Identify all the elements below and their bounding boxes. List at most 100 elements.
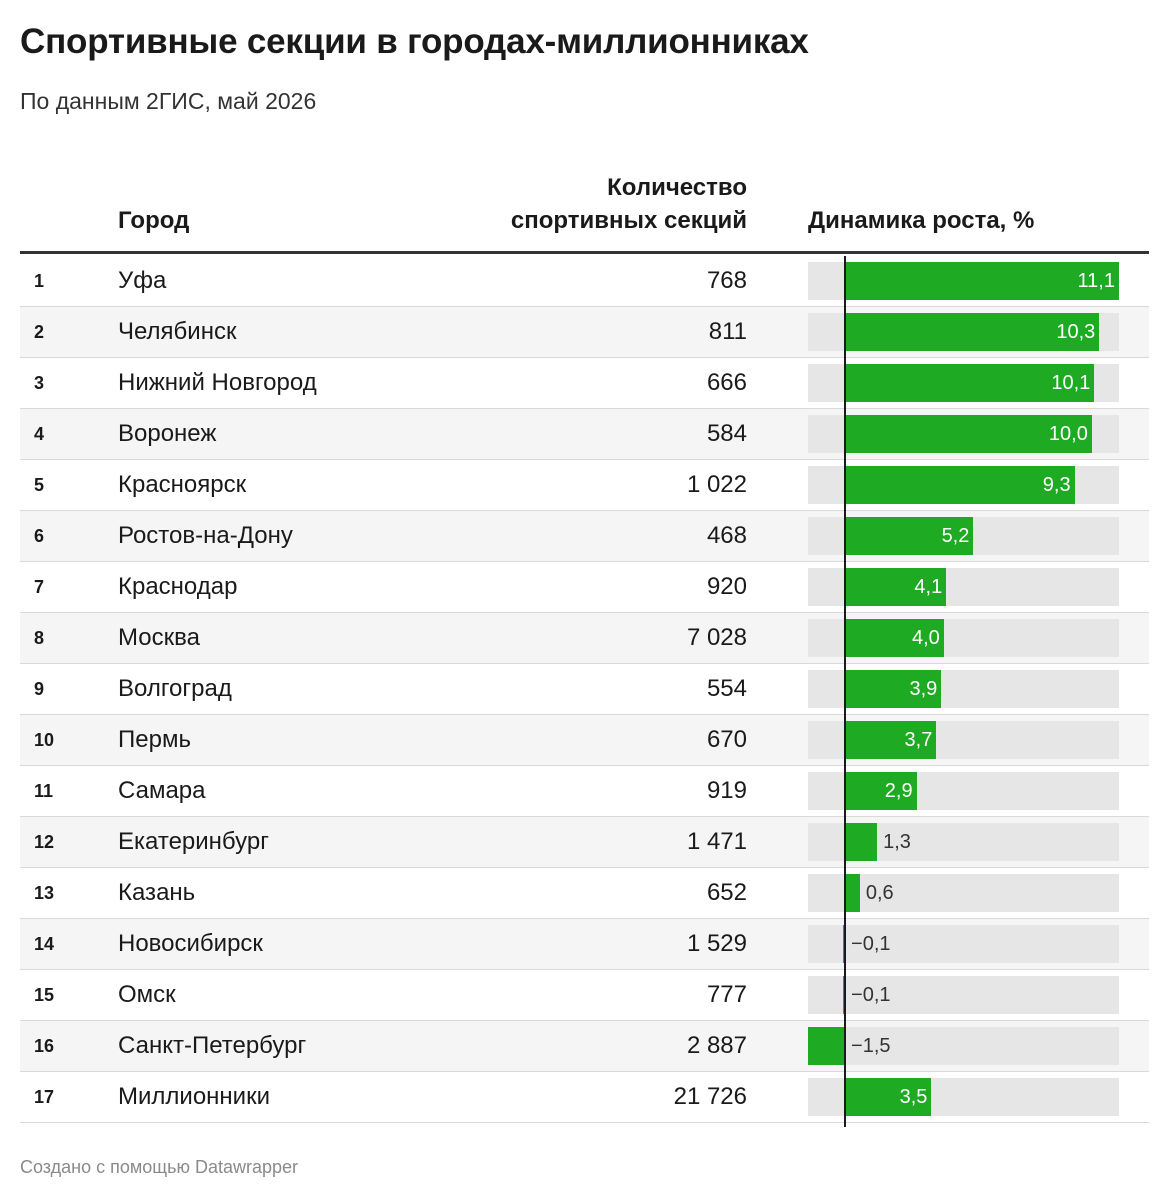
table-row: 4 Воронеж 584 10,0 xyxy=(20,409,1149,460)
growth-value-label: 5,2 xyxy=(941,525,970,547)
row-count: 468 xyxy=(706,522,747,549)
growth-value-label: 4,0 xyxy=(911,627,940,649)
growth-bar-cell: 2,9 xyxy=(808,772,1119,810)
growth-value-label: 3,7 xyxy=(904,729,933,751)
growth-bar xyxy=(845,415,1092,453)
growth-value-label: −0,1 xyxy=(851,933,891,955)
growth-bar-track xyxy=(808,925,1119,963)
growth-bar-track xyxy=(808,874,1119,912)
chart-title: Спортивные секции в городах-миллионниках xyxy=(20,22,809,61)
table-row: 12 Екатеринбург 1 471 1,3 xyxy=(20,817,1149,868)
growth-bar xyxy=(845,313,1100,351)
growth-value-label: −1,5 xyxy=(851,1035,891,1057)
growth-value-label: 3,9 xyxy=(909,678,938,700)
growth-bar-cell: 10,0 xyxy=(808,415,1119,453)
growth-bar-cell: −0,1 xyxy=(808,925,1119,963)
growth-bar-cell: −1,5 xyxy=(808,1027,1119,1065)
growth-bar-cell: 3,9 xyxy=(808,670,1119,708)
row-rank: 11 xyxy=(34,781,54,801)
table-body: 1 Уфа 768 11,1 2 Челябинск 811 10,3 3 Нижний Новг… xyxy=(20,256,1149,1127)
table-row: 10 Пермь 670 3,7 xyxy=(20,715,1149,766)
row-rank: 4 xyxy=(34,424,45,444)
column-header-growth[interactable]: Динамика роста, % xyxy=(808,207,1035,234)
row-count: 811 xyxy=(708,318,747,345)
row-rank: 17 xyxy=(34,1087,55,1107)
row-city: Нижний Новгород xyxy=(118,369,317,396)
row-count: 7 028 xyxy=(686,624,747,651)
row-rank: 10 xyxy=(34,730,55,750)
row-rank: 16 xyxy=(34,1036,55,1056)
row-count: 2 887 xyxy=(686,1032,747,1059)
growth-bar-cell: 1,3 xyxy=(808,823,1119,861)
row-rank: 5 xyxy=(34,475,45,495)
chart-subtitle: По данным 2ГИС, май 2026 xyxy=(20,88,317,114)
growth-bar xyxy=(845,1078,932,1116)
row-rank: 13 xyxy=(34,883,55,903)
column-header-count[interactable]: Количество спортивных секций xyxy=(511,171,747,237)
table-row: 6 Ростов-на-Дону 468 5,2 xyxy=(20,511,1149,562)
row-count: 1 022 xyxy=(686,471,747,498)
growth-value-label: 10,3 xyxy=(1056,321,1096,343)
column-header-count-line1: Количество xyxy=(607,174,747,201)
row-city: Пермь xyxy=(118,726,191,753)
growth-bar-cell: 4,1 xyxy=(808,568,1119,606)
growth-bar xyxy=(845,823,878,861)
row-rank: 3 xyxy=(34,373,45,393)
growth-bar-track xyxy=(808,976,1119,1014)
row-count: 1 471 xyxy=(686,828,747,855)
growth-bar-cell: 3,5 xyxy=(808,1078,1119,1116)
growth-bar xyxy=(845,874,860,912)
footer-credit[interactable]: Создано с помощью Datawrapper xyxy=(20,1157,299,1177)
row-rank: 9 xyxy=(34,679,45,699)
growth-bar xyxy=(845,466,1075,504)
row-count: 1 529 xyxy=(686,930,747,957)
growth-bar xyxy=(845,568,947,606)
growth-value-label: 11,1 xyxy=(1077,270,1115,292)
row-rank: 8 xyxy=(34,628,45,648)
row-city: Санкт-Петербург xyxy=(118,1032,307,1059)
table-row: 5 Красноярск 1 022 9,3 xyxy=(20,460,1149,511)
table-row: 1 Уфа 768 11,1 xyxy=(20,256,1149,307)
growth-value-label: 0,6 xyxy=(865,882,894,904)
row-city: Самара xyxy=(118,777,206,804)
growth-bar-cell: −0,1 xyxy=(808,976,1119,1014)
table-row: 7 Краснодар 920 4,1 xyxy=(20,562,1149,613)
column-header-count-line2: спортивных секций xyxy=(510,207,747,234)
row-rank: 2 xyxy=(34,322,45,342)
growth-value-label: 4,1 xyxy=(914,576,943,598)
table-row: 3 Нижний Новгород 666 10,1 xyxy=(20,358,1149,409)
growth-bar xyxy=(845,262,1119,300)
table-row: 17 Миллионники 21 726 3,5 xyxy=(20,1072,1149,1123)
row-city: Ростов-на-Дону xyxy=(118,522,293,549)
growth-bar-track xyxy=(808,1027,1119,1065)
growth-bar xyxy=(845,364,1095,402)
column-header-city[interactable]: Город xyxy=(118,207,190,234)
row-rank: 15 xyxy=(34,985,55,1005)
growth-bar xyxy=(845,721,937,759)
table-row: 9 Волгоград 554 3,9 xyxy=(20,664,1149,715)
table-row: 13 Казань 652 0,6 xyxy=(20,868,1149,919)
growth-bar xyxy=(842,925,845,963)
growth-bar xyxy=(845,517,974,555)
table-row: 16 Санкт-Петербург 2 887 −1,5 xyxy=(20,1021,1149,1072)
growth-bar-cell: 9,3 xyxy=(808,466,1119,504)
table-row: 8 Москва 7 028 4,0 xyxy=(20,613,1149,664)
growth-bar xyxy=(845,619,944,657)
growth-value-label: −0,1 xyxy=(851,984,891,1006)
growth-value-label: 3,5 xyxy=(899,1086,928,1108)
row-city: Казань xyxy=(118,879,196,906)
growth-bar-cell: 0,6 xyxy=(808,874,1119,912)
growth-value-label: 10,1 xyxy=(1051,372,1091,394)
growth-bar xyxy=(808,1027,846,1065)
growth-bar-cell: 3,7 xyxy=(808,721,1119,759)
row-count: 21 726 xyxy=(673,1083,747,1110)
row-city: Краснодар xyxy=(118,573,238,600)
row-city: Омск xyxy=(118,981,176,1008)
row-city: Воронеж xyxy=(118,420,217,447)
row-count: 584 xyxy=(706,420,747,447)
table-row: 15 Омск 777 −0,1 xyxy=(20,970,1149,1021)
growth-value-label: 9,3 xyxy=(1042,474,1071,496)
row-city: Москва xyxy=(118,624,200,651)
growth-bar xyxy=(842,976,845,1014)
row-count: 768 xyxy=(706,267,747,294)
